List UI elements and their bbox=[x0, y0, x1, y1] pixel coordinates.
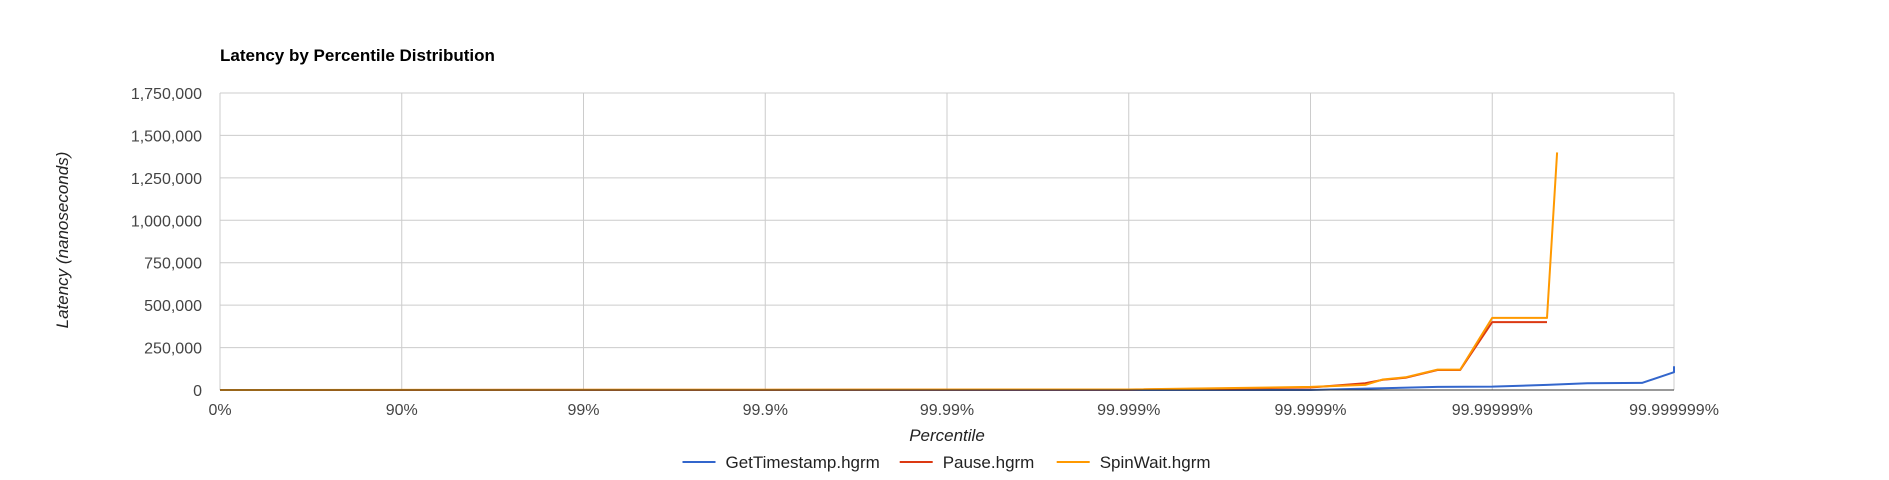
series-lines bbox=[219, 152, 1675, 391]
series-line-gettimestamp bbox=[220, 366, 1675, 391]
x-tick-label: 99.99999% bbox=[1452, 402, 1533, 419]
legend-label-pause: Pause.hgrm bbox=[943, 453, 1035, 472]
x-axis-ticks: 0% 90% 99% 99.9% 99.99% 99.999% 99.9999% 99.999… bbox=[208, 402, 1718, 419]
y-axis-label: Latency (nanoseconds) bbox=[53, 152, 72, 329]
y-tick-label: 250,000 bbox=[144, 341, 202, 358]
x-tick-label: 99% bbox=[567, 402, 599, 419]
legend: GetTimestamp.hgrm Pause.hgrm SpinWait.hgrm bbox=[682, 453, 1211, 472]
series-line-spinwait bbox=[219, 152, 1559, 391]
y-tick-label: 1,250,000 bbox=[131, 171, 202, 188]
legend-label-spinwait: SpinWait.hgrm bbox=[1100, 453, 1211, 472]
chart-title: Latency by Percentile Distribution bbox=[220, 46, 495, 65]
x-tick-label: 90% bbox=[386, 402, 418, 419]
x-tick-label: 99.9999% bbox=[1274, 402, 1346, 419]
y-tick-label: 500,000 bbox=[144, 298, 202, 315]
x-tick-label: 99.999999% bbox=[1629, 402, 1719, 419]
x-tick-label: 99.999% bbox=[1097, 402, 1160, 419]
y-tick-label: 1,750,000 bbox=[131, 86, 202, 103]
y-tick-label: 1,000,000 bbox=[131, 213, 202, 230]
y-tick-label: 750,000 bbox=[144, 256, 202, 273]
legend-label-gettimestamp: GetTimestamp.hgrm bbox=[726, 453, 880, 472]
series-line-pause bbox=[219, 321, 1547, 391]
x-tick-label: 99.9% bbox=[743, 402, 788, 419]
x-axis-label: Percentile bbox=[909, 426, 985, 445]
y-axis-ticks: 0 250,000 500,000 750,000 1,000,000 1,250,000… bbox=[131, 86, 202, 400]
x-tick-label: 0% bbox=[208, 402, 231, 419]
x-tick-label: 99.99% bbox=[920, 402, 974, 419]
y-tick-label: 0 bbox=[193, 383, 202, 400]
gridlines bbox=[219, 92, 1675, 390]
y-tick-label: 1,500,000 bbox=[131, 128, 202, 145]
